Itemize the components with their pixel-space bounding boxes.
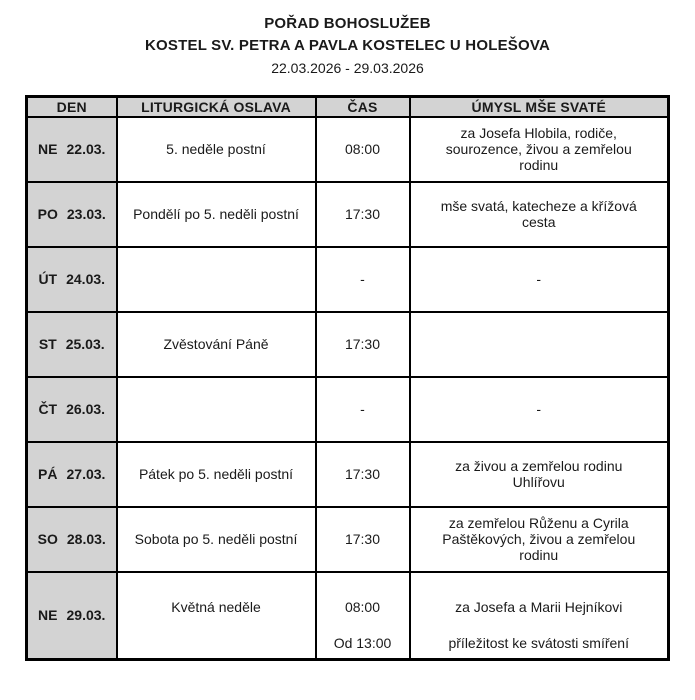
- day-date: 23.03.: [66, 206, 106, 222]
- column-header-cas: ČAS: [314, 95, 411, 118]
- time-cell: 17:30: [314, 440, 411, 508]
- time-cell: 08:00: [314, 115, 411, 183]
- celebration-cell: Zvěstování Páně: [115, 310, 317, 378]
- day-abbr: ÚT: [38, 271, 58, 287]
- celebration-cell: [115, 245, 317, 313]
- day-label: NE 22.03.: [32, 141, 112, 157]
- intention-cell: -: [408, 245, 670, 313]
- day-label: NE 29.03.: [32, 607, 112, 623]
- day-abbr: NE: [38, 141, 58, 157]
- day-date: 22.03.: [66, 141, 106, 157]
- time-lines: 08:00 Od 13:00: [317, 573, 409, 658]
- day-cell: PO 23.03.: [25, 180, 118, 248]
- intention-cell: za zemřelou Růženu a Cyrila Paštěkových,…: [408, 505, 670, 573]
- celebration-line-1: Květná neděle: [171, 598, 261, 615]
- time-line-1: 08:00: [344, 598, 381, 615]
- celebration-cell: Sobota po 5. neděli postní: [115, 505, 317, 573]
- time-cell: 17:30: [314, 180, 411, 248]
- day-abbr: ČT: [38, 401, 58, 417]
- day-abbr: ST: [38, 336, 57, 352]
- column-header-liturgicka-oslava: LITURGICKÁ OSLAVA: [115, 95, 317, 118]
- intention-line-1: za Josefa a Marii Hejníkovi: [455, 598, 623, 615]
- title-block: POŘAD BOHOSLUŽEB KOSTEL SV. PETRA A PAVL…: [0, 0, 695, 79]
- table-row: PÁ 27.03. Pátek po 5. neděli postní 17:3…: [25, 440, 670, 508]
- day-cell: NE 22.03.: [25, 115, 118, 183]
- day-cell: SO 28.03.: [25, 505, 118, 573]
- column-header-umysl-mse-svate: ÚMYSL MŠE SVATÉ: [408, 95, 670, 118]
- day-abbr: SO: [37, 531, 58, 547]
- intention-cell: -: [408, 375, 670, 443]
- schedule-table-body: NE 22.03. 5. neděle postní 08:00 za Jose…: [25, 115, 670, 660]
- table-row: ÚT 24.03. - -: [25, 245, 670, 313]
- day-cell: NE 29.03.: [25, 570, 118, 660]
- day-cell: ST 25.03.: [25, 310, 118, 378]
- day-label: ČT 26.03.: [32, 401, 112, 417]
- day-abbr: PO: [37, 206, 58, 222]
- page-title: POŘAD BOHOSLUŽEB: [264, 15, 431, 32]
- day-cell: ČT 26.03.: [25, 375, 118, 443]
- table-row: ČT 26.03. - -: [25, 375, 670, 443]
- intention-cell: mše svatá, katecheze a křížová cesta: [408, 180, 670, 248]
- table-row: SO 28.03. Sobota po 5. neděli postní 17:…: [25, 505, 670, 573]
- schedule-table-header: DEN LITURGICKÁ OSLAVA ČAS ÚMYSL MŠE SVAT…: [25, 95, 670, 118]
- day-label: SO 28.03.: [32, 531, 112, 547]
- time-cell: -: [314, 245, 411, 313]
- time-cell: 17:30: [314, 310, 411, 378]
- day-cell: ÚT 24.03.: [25, 245, 118, 313]
- intention-cell: za Josefa Hlobila, rodiče, sourozence, ž…: [408, 115, 670, 183]
- time-cell: 17:30: [314, 505, 411, 573]
- church-name: KOSTEL SV. PETRA A PAVLA KOSTELEC U HOLE…: [145, 37, 550, 54]
- day-abbr: NE: [38, 607, 58, 623]
- table-row: NE 29.03. Květná neděle 08:00 Od 13:00 z…: [25, 570, 670, 660]
- intention-cell: za živou a zemřelou rodinu Uhlířovu: [408, 440, 670, 508]
- table-row: NE 22.03. 5. neděle postní 08:00 za Jose…: [25, 115, 670, 183]
- celebration-lines: Květná neděle: [118, 573, 315, 658]
- day-abbr: PÁ: [38, 466, 58, 482]
- celebration-cell: Pátek po 5. neděli postní: [115, 440, 317, 508]
- day-date: 24.03.: [66, 271, 106, 287]
- column-header-den: DEN: [25, 95, 118, 118]
- day-cell: PÁ 27.03.: [25, 440, 118, 508]
- day-label: PÁ 27.03.: [32, 466, 112, 482]
- day-date: 29.03.: [66, 607, 106, 623]
- day-date: 28.03.: [66, 531, 106, 547]
- celebration-cell: 5. neděle postní: [115, 115, 317, 183]
- intention-cell: za Josefa a Marii Hejníkovi příležitost …: [408, 570, 670, 660]
- day-label: ST 25.03.: [32, 336, 112, 352]
- day-label: ÚT 24.03.: [32, 271, 112, 287]
- day-date: 27.03.: [66, 466, 106, 482]
- date-range: 22.03.2026 - 29.03.2026: [271, 60, 424, 76]
- celebration-cell: Květná neděle: [115, 570, 317, 660]
- table-row: ST 25.03. Zvěstování Páně 17:30: [25, 310, 670, 378]
- day-label: PO 23.03.: [32, 206, 112, 222]
- intention-cell: [408, 310, 670, 378]
- time-cell: -: [314, 375, 411, 443]
- table-row: PO 23.03. Pondělí po 5. neděli postní 17…: [25, 180, 670, 248]
- celebration-cell: Pondělí po 5. neděli postní: [115, 180, 317, 248]
- header-row: DEN LITURGICKÁ OSLAVA ČAS ÚMYSL MŠE SVAT…: [25, 95, 670, 118]
- day-date: 26.03.: [66, 401, 106, 417]
- intention-lines: za Josefa a Marii Hejníkovi příležitost …: [411, 573, 668, 658]
- schedule-table: DEN LITURGICKÁ OSLAVA ČAS ÚMYSL MŠE SVAT…: [25, 95, 670, 661]
- intention-line-2: příležitost ke svátosti smíření: [448, 634, 629, 651]
- day-date: 25.03.: [65, 336, 105, 352]
- time-cell: 08:00 Od 13:00: [314, 570, 411, 660]
- time-line-2: Od 13:00: [333, 634, 392, 651]
- celebration-cell: [115, 375, 317, 443]
